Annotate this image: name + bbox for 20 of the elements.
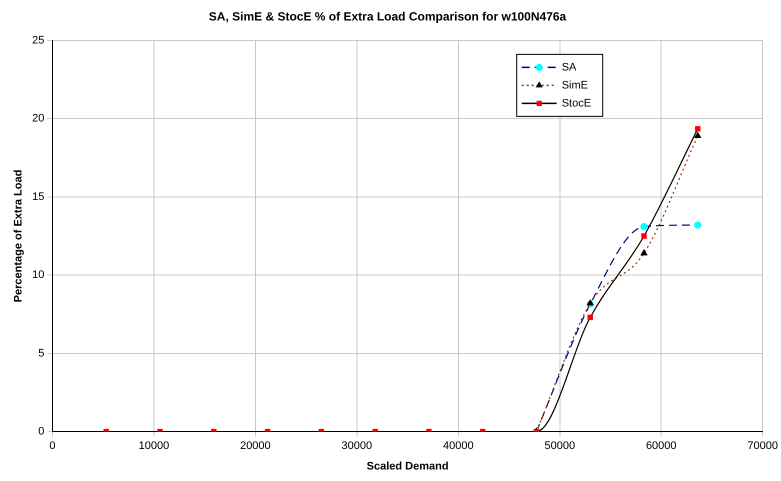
x-tick-label: 0 bbox=[49, 440, 56, 452]
y-tick-label: 0 bbox=[38, 426, 44, 438]
x-axis-title: Scaled Demand bbox=[366, 460, 449, 472]
y-tick-label: 25 bbox=[32, 34, 44, 46]
x-tick-label: 40000 bbox=[443, 440, 474, 452]
legend-label: SimE bbox=[562, 79, 588, 92]
x-tick-label: 70000 bbox=[747, 440, 778, 452]
x-tick-label: 60000 bbox=[646, 440, 677, 452]
y-tick-label: 5 bbox=[38, 347, 44, 360]
x-tick-label: 10000 bbox=[138, 440, 170, 452]
y-axis-title: Percentage of Extra Load bbox=[12, 170, 25, 302]
legend-label: SA bbox=[562, 61, 578, 74]
x-tick-label: 30000 bbox=[342, 440, 372, 452]
chart-title: SA, SimE & StocE % of Extra Load Comparison for w100N476a bbox=[208, 10, 567, 24]
legend-label: StocE bbox=[562, 97, 592, 110]
y-tick-label: 15 bbox=[32, 190, 44, 203]
y-tick-label: 10 bbox=[32, 269, 44, 282]
x-tick-label: 20000 bbox=[240, 440, 271, 452]
y-tick-label: 20 bbox=[32, 112, 44, 125]
x-tick-label: 50000 bbox=[544, 440, 576, 452]
